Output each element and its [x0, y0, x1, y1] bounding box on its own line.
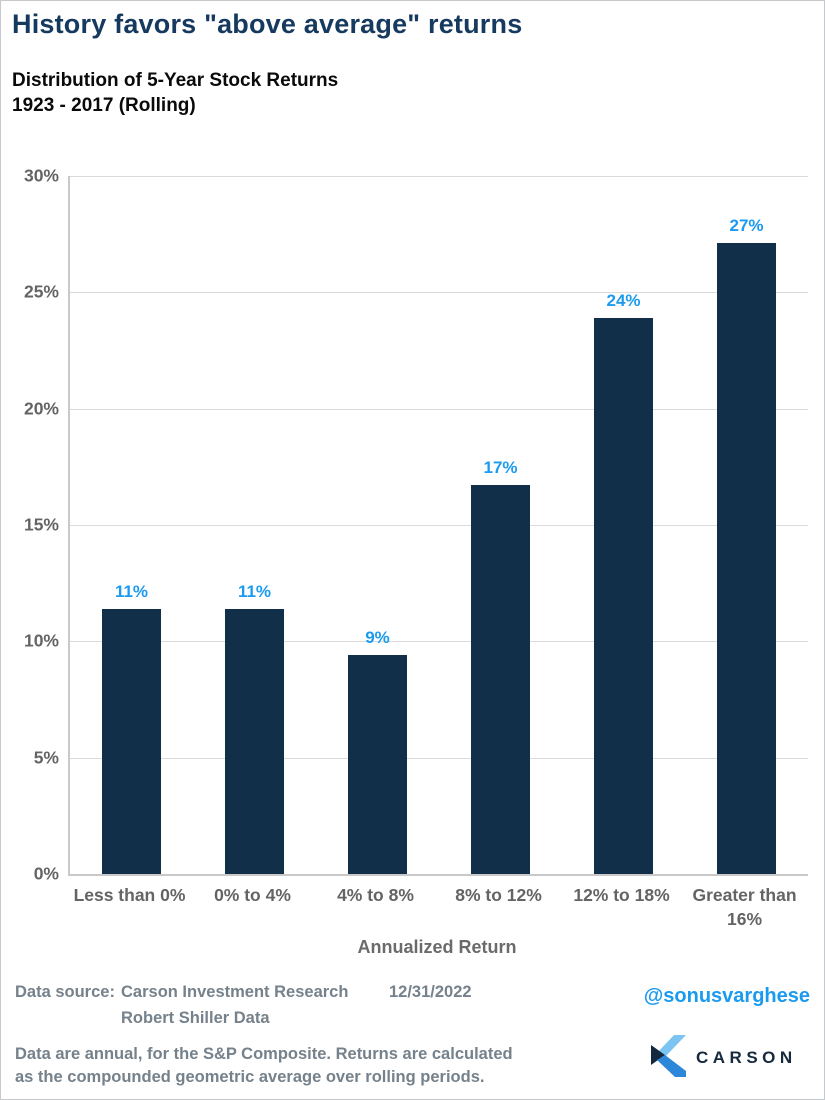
- bar-value-label: 11%: [114, 581, 149, 601]
- bar-1: [102, 608, 161, 874]
- gridline-20: [70, 408, 808, 410]
- bar-value-label: 17%: [483, 458, 518, 478]
- footnote: Data are annual, for the S&P Composite. …: [15, 1043, 513, 1089]
- carson-logo-icon: [651, 1035, 686, 1077]
- carson-wordmark: CARSON: [696, 1048, 797, 1067]
- bar-value-label: 27%: [729, 216, 764, 236]
- gridline-10: [70, 641, 808, 643]
- footnote-line-2: as the compounded geometric average over…: [15, 1068, 485, 1086]
- x-axis-title: Annualized Return: [357, 937, 517, 957]
- gridline-15: [70, 525, 808, 526]
- data-source-date: 12/31/2022: [389, 983, 472, 1001]
- gridline-25: [70, 292, 808, 294]
- plot-area: 11% 11% 9% 17% 24% 27%: [68, 176, 808, 876]
- y-tick-label: 15%: [23, 514, 59, 535]
- bar-6: [717, 243, 776, 874]
- subtitle-line-1: Distribution of 5-Year Stock Returns: [12, 70, 339, 91]
- page-title: History favors "above average" returns: [12, 9, 523, 39]
- data-source-prefix: Data source:: [15, 983, 115, 1001]
- bar-3: [348, 655, 407, 874]
- y-tick-label: 0%: [33, 863, 59, 884]
- chart-subtitle: Distribution of 5-Year Stock Returns 192…: [12, 68, 338, 118]
- x-tick-label: 8% to 12%: [455, 885, 542, 905]
- bar-2: [225, 608, 284, 874]
- x-tick-label: Greater than 16%: [692, 885, 797, 929]
- footnote-line-1: Data are annual, for the S&P Composite. …: [15, 1045, 513, 1063]
- y-tick-label: 10%: [23, 630, 59, 651]
- data-source-line2: Robert Shiller Data: [121, 1009, 270, 1027]
- data-source-name: Carson Investment Research: [121, 983, 349, 1001]
- gridline-5: [70, 757, 808, 759]
- x-tick-label: 0% to 4%: [214, 885, 291, 905]
- x-tick-label: 12% to 18%: [573, 885, 670, 905]
- bar-value-label: 24%: [606, 290, 641, 310]
- bar-value-label: 9%: [365, 628, 390, 648]
- gridline-30: [70, 176, 808, 177]
- social-handle: @sonusvarghese: [643, 985, 810, 1007]
- y-tick-label: 25%: [23, 281, 59, 302]
- y-tick-label: 5%: [33, 747, 59, 768]
- x-tick-label: 4% to 8%: [337, 885, 414, 905]
- data-source-row: Data source: Carson Investment Research …: [1, 983, 824, 1037]
- x-tick-label: Less than 0%: [73, 885, 186, 905]
- carson-logo: CARSON: [649, 1032, 814, 1080]
- bar-value-label: 11%: [237, 581, 272, 601]
- bar-4: [471, 485, 530, 874]
- y-tick-label: 20%: [23, 398, 59, 419]
- y-tick-label: 30%: [23, 165, 59, 186]
- subtitle-line-2: 1923 - 2017 (Rolling): [12, 95, 196, 116]
- bar-5: [594, 317, 653, 874]
